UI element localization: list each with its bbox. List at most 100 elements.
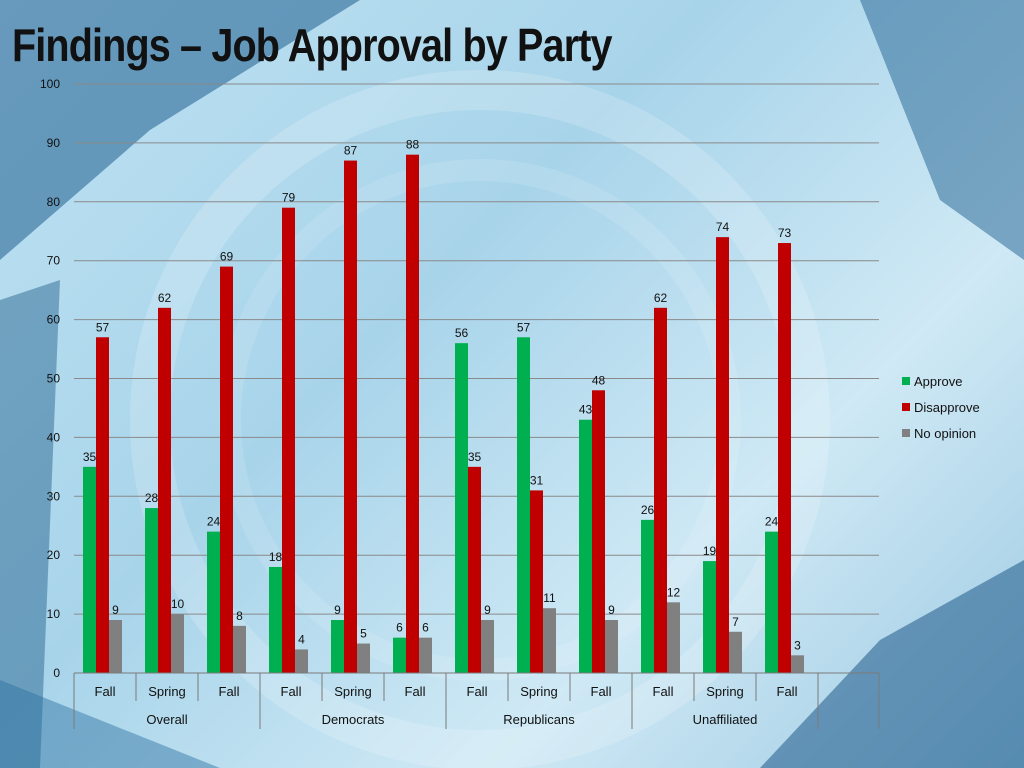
bar-no-opinion <box>419 637 432 673</box>
bar-approve <box>765 531 778 673</box>
data-label: 9 <box>484 603 491 617</box>
data-label: 26 <box>641 503 655 517</box>
bar-no-opinion <box>295 649 308 673</box>
data-label: 19 <box>703 544 717 558</box>
bar-approve <box>83 466 96 673</box>
bar-approve <box>455 343 468 673</box>
data-label: 69 <box>220 250 234 264</box>
data-label: 9 <box>608 603 615 617</box>
x-tick-label: Spring <box>520 684 558 699</box>
y-tick-label: 70 <box>47 254 61 268</box>
group-label: Democrats <box>322 712 385 727</box>
y-tick-label: 60 <box>47 313 61 327</box>
legend-item-disapprove: Disapprove <box>902 394 980 420</box>
y-tick-label: 20 <box>47 548 61 562</box>
bar-disapprove <box>96 337 109 673</box>
legend-label-disapprove: Disapprove <box>914 399 980 415</box>
bar-approve <box>703 561 716 673</box>
bar-no-opinion <box>543 608 556 673</box>
data-label: 31 <box>530 473 544 487</box>
x-tick-label: Fall <box>219 684 240 699</box>
data-label: 9 <box>334 603 341 617</box>
bar-disapprove <box>282 207 295 673</box>
data-label: 12 <box>667 585 681 599</box>
data-label: 43 <box>579 403 593 417</box>
data-label: 62 <box>158 291 172 305</box>
x-tick-label: Spring <box>706 684 744 699</box>
bar-disapprove <box>468 466 481 673</box>
x-tick-label: Spring <box>148 684 186 699</box>
legend-swatch-no-opinion <box>902 429 910 437</box>
legend-label-approve: Approve <box>914 373 963 389</box>
group-label: Overall <box>146 712 187 727</box>
data-label: 3 <box>794 638 801 652</box>
bar-no-opinion <box>357 643 370 673</box>
data-label: 35 <box>83 450 97 464</box>
y-tick-label: 80 <box>47 195 61 209</box>
y-tick-label: 10 <box>47 607 61 621</box>
data-label: 24 <box>207 515 221 529</box>
data-label: 56 <box>455 326 469 340</box>
x-tick-label: Fall <box>281 684 302 699</box>
bar-approve <box>145 508 158 673</box>
bar-disapprove <box>530 490 543 673</box>
data-label: 6 <box>396 621 403 635</box>
data-label: 57 <box>517 320 531 334</box>
x-tick-label: Fall <box>405 684 426 699</box>
x-tick-label: Spring <box>334 684 372 699</box>
data-label: 79 <box>282 191 296 205</box>
data-label: 73 <box>778 226 792 240</box>
bar-approve <box>269 566 282 673</box>
data-label: 8 <box>236 609 243 623</box>
data-label: 6 <box>422 621 429 635</box>
y-tick-label: 40 <box>47 430 61 444</box>
data-label: 28 <box>145 491 159 505</box>
y-tick-label: 90 <box>47 136 61 150</box>
y-tick-label: 30 <box>47 489 61 503</box>
bar-disapprove <box>592 390 605 673</box>
data-label: 5 <box>360 627 367 641</box>
bar-disapprove <box>654 307 667 673</box>
x-tick-label: Fall <box>467 684 488 699</box>
data-label: 4 <box>298 632 305 646</box>
data-label: 48 <box>592 373 606 387</box>
bar-no-opinion <box>171 614 184 673</box>
data-label: 62 <box>654 291 668 305</box>
data-label: 7 <box>732 615 739 629</box>
bar-approve <box>579 419 592 673</box>
bar-no-opinion <box>791 655 804 673</box>
bar-disapprove <box>344 160 357 673</box>
data-label: 10 <box>171 597 185 611</box>
legend-label-no-opinion: No opinion <box>914 425 977 441</box>
x-tick-label: Fall <box>653 684 674 699</box>
data-label: 57 <box>96 320 110 334</box>
y-tick-label: 50 <box>47 372 61 386</box>
bar-approve <box>641 519 654 673</box>
legend-item-no-opinion: No opinion <box>902 420 980 446</box>
bar-no-opinion <box>667 602 680 673</box>
data-label: 11 <box>543 591 556 605</box>
chart-legend: Approve Disapprove No opinion <box>902 368 980 446</box>
bar-no-opinion <box>729 631 742 673</box>
bar-approve <box>517 337 530 673</box>
x-tick-label: Fall <box>777 684 798 699</box>
group-label: Unaffiliated <box>693 712 758 727</box>
bar-approve <box>331 619 344 673</box>
x-tick-label: Fall <box>591 684 612 699</box>
bar-disapprove <box>158 307 171 673</box>
data-label: 88 <box>406 138 420 152</box>
y-tick-label: 100 <box>40 77 60 91</box>
data-label: 9 <box>112 603 119 617</box>
legend-swatch-approve <box>902 377 910 385</box>
x-tick-label: Fall <box>95 684 116 699</box>
bar-no-opinion <box>109 619 122 673</box>
bar-disapprove <box>716 237 729 673</box>
bar-approve <box>207 531 220 673</box>
data-label: 18 <box>269 550 283 564</box>
page-title: Findings – Job Approval by Party <box>12 19 613 71</box>
group-label: Republicans <box>503 712 575 727</box>
bar-approve <box>393 637 406 673</box>
data-label: 74 <box>716 220 730 234</box>
